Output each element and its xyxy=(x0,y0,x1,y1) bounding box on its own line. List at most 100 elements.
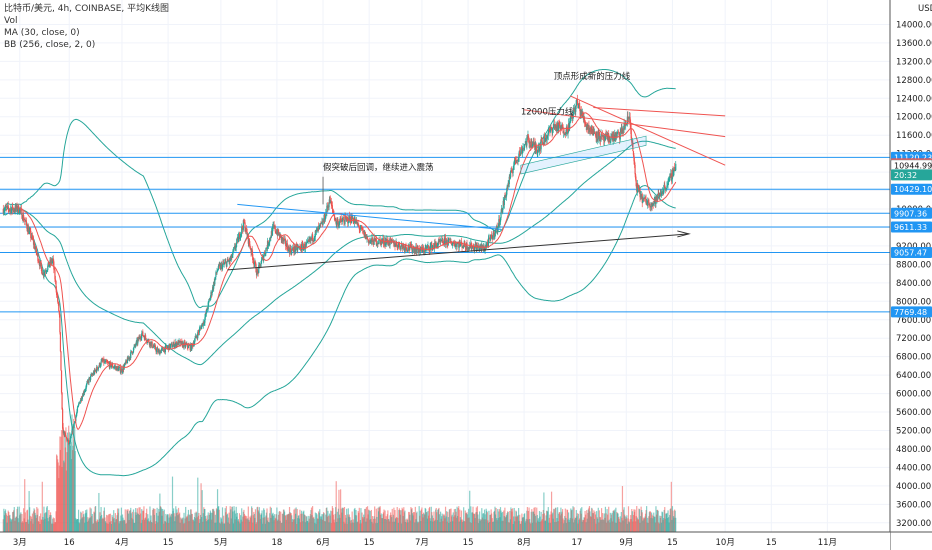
candle-body xyxy=(538,147,541,152)
candle-body xyxy=(593,129,595,134)
candle-body xyxy=(649,204,651,207)
candle-body xyxy=(437,240,440,245)
candle-body xyxy=(241,226,243,233)
candle-body xyxy=(255,264,257,273)
candle-body xyxy=(75,416,77,422)
candle-body xyxy=(484,246,486,251)
candle-body xyxy=(529,141,531,146)
candle-body xyxy=(396,244,398,248)
x-tick-label: 17 xyxy=(571,538,582,548)
candle-body xyxy=(437,244,439,246)
volume-bar xyxy=(615,507,617,532)
volume-bar xyxy=(31,513,34,532)
candle-body xyxy=(441,239,443,242)
bb-lower xyxy=(2,185,676,477)
price-badge-label: 11120.23 xyxy=(894,153,932,162)
x-tick-label: 9月 xyxy=(619,538,633,548)
candle-body xyxy=(96,366,98,372)
candle-body xyxy=(594,132,596,134)
support-trendline xyxy=(227,233,689,271)
candle-body xyxy=(226,261,228,267)
volume-bars xyxy=(2,414,677,532)
candle-body xyxy=(524,144,526,145)
candle-body xyxy=(208,300,210,303)
candle-body xyxy=(378,239,380,244)
candle-body xyxy=(600,133,602,141)
candle-body xyxy=(10,208,13,213)
candle-body xyxy=(671,179,673,180)
candle-body xyxy=(151,341,153,348)
candle-body xyxy=(608,133,610,141)
candle-body xyxy=(565,133,567,135)
candle-body xyxy=(520,148,522,150)
candle-body xyxy=(553,124,555,128)
candle-body xyxy=(150,342,152,347)
candle-body xyxy=(509,172,511,179)
volume-bar xyxy=(213,511,215,532)
volume-bar xyxy=(511,508,514,532)
candle-body xyxy=(143,336,145,337)
candle-body xyxy=(372,240,374,245)
candle-body xyxy=(28,230,30,234)
candle-body xyxy=(397,244,399,248)
candle-body xyxy=(456,243,458,247)
volume-bar xyxy=(228,512,230,532)
candle-body xyxy=(575,100,577,107)
candle-body xyxy=(275,231,277,233)
candle-body xyxy=(152,346,154,348)
candle-body xyxy=(124,363,126,364)
volume-bar xyxy=(572,506,574,532)
candle-body xyxy=(32,239,35,245)
volume-bar xyxy=(338,489,340,532)
candle-body xyxy=(553,124,555,126)
candle-body xyxy=(121,371,124,373)
candle-body xyxy=(355,220,357,224)
volume-bar xyxy=(198,512,200,532)
candle-body xyxy=(198,328,201,333)
candle-body xyxy=(405,247,408,251)
candle-body xyxy=(311,234,314,242)
candle-body xyxy=(256,270,258,276)
candle-body xyxy=(214,278,216,285)
candle-body xyxy=(462,246,464,247)
candle-body xyxy=(100,361,102,366)
candle-body xyxy=(207,302,209,309)
candle-body xyxy=(499,221,501,225)
candle-body xyxy=(171,346,174,348)
candle-body xyxy=(273,224,275,228)
candle-body xyxy=(674,167,676,171)
x-tick-label: 15 xyxy=(667,538,678,548)
candle-body xyxy=(110,366,113,368)
candle-body xyxy=(290,248,292,252)
candle-body xyxy=(647,200,649,206)
volume-bar xyxy=(20,512,22,532)
volume-bar xyxy=(469,490,471,532)
candle-body xyxy=(508,176,510,185)
candle-body xyxy=(269,237,271,243)
volume-bar xyxy=(335,481,337,532)
candle-body xyxy=(644,197,647,199)
candle-body xyxy=(16,210,19,212)
candle-body xyxy=(341,220,343,222)
candle-body xyxy=(247,234,249,244)
candle-body xyxy=(194,338,196,342)
candle-body xyxy=(631,138,633,143)
candle-body xyxy=(443,237,446,245)
candle-body xyxy=(461,243,463,248)
candle-body xyxy=(634,164,636,175)
candle-body xyxy=(295,244,297,250)
volume-bar xyxy=(221,507,224,532)
candle-body xyxy=(430,245,432,247)
candle-body xyxy=(526,137,528,146)
candle-body xyxy=(402,245,404,249)
candle-body xyxy=(609,141,611,143)
candle-body xyxy=(468,247,470,250)
price-badge xyxy=(891,183,932,195)
candle-body xyxy=(154,345,157,350)
candle-body xyxy=(511,172,514,174)
candle-body xyxy=(597,131,599,140)
candle-body xyxy=(445,240,447,245)
volume-bar xyxy=(247,506,249,532)
candle-body xyxy=(104,360,107,363)
